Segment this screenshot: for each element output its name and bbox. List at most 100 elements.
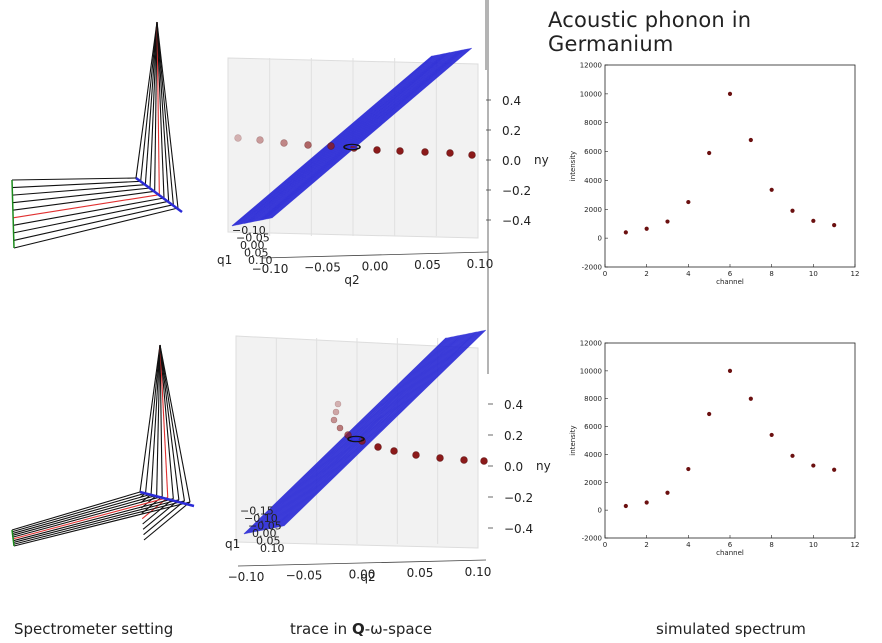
y-tick-label: 8000	[584, 119, 602, 127]
caption-trace-q-symbol: Q	[351, 620, 365, 638]
data-point	[832, 467, 837, 472]
q2-tick-label: 0.00	[349, 567, 376, 581]
dispersion-plane-line	[267, 332, 471, 530]
q2-tick-label: −0.10	[228, 570, 265, 584]
q2-axis	[261, 251, 489, 259]
q2-tick-label: 0.10	[467, 257, 494, 271]
ny-tick-label: 0.0	[502, 154, 521, 168]
beam-segment	[159, 344, 191, 503]
beam-segment	[154, 21, 158, 192]
dispersion-plane-line	[243, 53, 445, 224]
beam-segment	[135, 21, 158, 179]
trace-point	[460, 456, 468, 464]
beam-segment	[159, 344, 180, 500]
ny-tick-label: 0.4	[502, 94, 521, 108]
y-tick-label: 10000	[580, 90, 602, 98]
y-tick-label: 6000	[584, 148, 602, 156]
simulated-spectrum-chart-bottom: 0 2 4 6 8 10 12-200002000400060008000100001200…	[569, 340, 859, 558]
data-point	[686, 466, 691, 472]
q1-tick-label: −0.05	[248, 520, 282, 533]
beam-segment	[142, 499, 180, 530]
beam-segment	[13, 197, 165, 226]
ny-tick-label: 0.4	[504, 398, 523, 412]
trace-point	[304, 141, 312, 149]
x-axis-label: channel	[716, 549, 744, 557]
dispersion-plane-line	[247, 52, 448, 224]
beam-segment	[13, 194, 160, 219]
dispersion-plane-line	[235, 54, 436, 226]
data-point	[811, 218, 816, 223]
x-tick-label: 2	[644, 541, 648, 549]
trace-point	[373, 146, 381, 154]
trace-point	[421, 148, 429, 156]
dispersion-plane-line	[252, 51, 453, 223]
beam-segment	[156, 344, 161, 496]
dispersion-plane-line	[232, 55, 434, 227]
dispersion-plane-line	[276, 331, 479, 528]
dispersion-plane-line	[242, 53, 444, 225]
q1-tick-label: −0.15	[240, 505, 274, 518]
data-point	[665, 490, 670, 495]
beam-segment	[143, 501, 191, 541]
trace-point	[336, 424, 344, 432]
caption-trace-q-omega-space: trace in Q-ω-space	[290, 620, 432, 638]
resolution-ellipse	[347, 435, 365, 443]
beam-segment	[12, 494, 157, 536]
caption-trace-suffix: -ω-space	[364, 620, 433, 638]
q1-tick-label: −0.10	[232, 224, 266, 237]
dispersion-plane-line	[253, 51, 454, 223]
ny-tick-label: −0.4	[502, 214, 531, 228]
beam-segment	[149, 21, 158, 189]
data-point	[707, 411, 712, 417]
dispersion-plane-line	[260, 49, 462, 221]
beam-segment	[145, 344, 161, 494]
dispersion-plane-line	[246, 52, 447, 224]
x-tick-label: 8	[769, 270, 773, 278]
main-title: Acoustic phonon in Germanium	[548, 8, 752, 56]
dispersion-plane-line	[259, 334, 462, 532]
ny-tick-label: −0.2	[504, 491, 533, 505]
beam-segment	[13, 501, 191, 547]
dispersion-plane-line	[254, 335, 458, 533]
q1-tick-label: 0.05	[256, 535, 281, 548]
dispersion-plane-line	[272, 331, 476, 529]
q1-axis-label: q1	[225, 537, 240, 551]
y-axis-label: intensity	[569, 425, 577, 455]
dispersion-plane-line	[279, 330, 483, 528]
y-tick-label: -2000	[582, 535, 602, 543]
resolution-ellipse-inner	[346, 144, 358, 150]
q2-tick-label: −0.05	[304, 261, 341, 275]
beam-segment	[139, 344, 161, 493]
resolution-ellipse	[343, 143, 361, 151]
caption-spectrometer-setting: Spectrometer setting	[14, 620, 174, 638]
trace-point	[436, 454, 444, 462]
simulated-spectrum-chart-top: 0 2 4 6 8 10 12-200002000400060008000100001200…	[569, 62, 859, 287]
dispersion-plane-line	[266, 48, 468, 220]
dispersion-plane-line	[250, 336, 454, 533]
spectrometer-setting-top	[11, 21, 183, 249]
dispersion-plane-line	[255, 335, 459, 532]
beam-segment	[140, 21, 158, 182]
q1-tick-label: −0.10	[244, 512, 278, 525]
trace-point	[327, 142, 335, 150]
beam-segment	[12, 180, 141, 189]
trace-point	[396, 147, 404, 155]
dispersion-plane-line	[238, 54, 440, 225]
trace-point	[480, 457, 488, 465]
beam-segment	[12, 187, 151, 204]
dispersion-plane-line	[262, 49, 464, 221]
beam-segment	[12, 495, 163, 538]
dispersion-plane-line	[261, 49, 463, 221]
data-point	[832, 223, 837, 228]
y-tick-label: 12000	[580, 62, 602, 70]
dispersion-plane-line	[237, 54, 439, 226]
y-tick-label: -2000	[582, 264, 602, 272]
beam-segment	[150, 344, 161, 495]
spectrometer-setting-bottom	[11, 344, 195, 547]
x-tick-label: 4	[686, 541, 691, 549]
dispersion-plane-line	[273, 331, 477, 529]
dispersion-plane-line	[278, 330, 482, 528]
trace-point	[446, 149, 454, 157]
data-point	[644, 500, 649, 505]
beam-segment	[156, 21, 170, 202]
